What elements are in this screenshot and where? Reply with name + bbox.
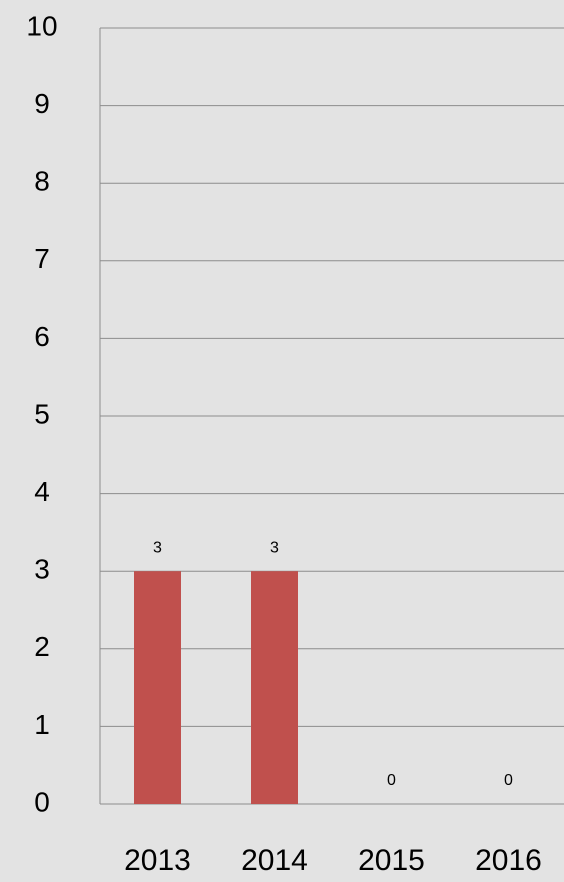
y-tick-label: 5 [34, 398, 50, 429]
x-tick-label: 2015 [358, 844, 425, 877]
bar [251, 571, 298, 804]
x-tick-label: 2013 [124, 844, 191, 877]
y-tick-label: 1 [34, 709, 50, 740]
y-tick-label: 6 [34, 321, 50, 352]
data-label: 3 [153, 539, 162, 556]
data-label: 3 [270, 539, 279, 556]
bar [134, 571, 181, 804]
y-tick-label: 0 [34, 786, 50, 817]
data-label: 0 [387, 772, 396, 789]
x-tick-label: 2016 [475, 844, 542, 877]
data-label: 0 [504, 772, 513, 789]
y-tick-label: 8 [34, 166, 50, 197]
x-tick-label: 2014 [241, 844, 308, 877]
y-tick-label: 2 [34, 631, 50, 662]
y-tick-label: 9 [34, 88, 50, 119]
y-tick-label: 10 [26, 10, 57, 41]
y-tick-label: 7 [34, 243, 50, 274]
y-tick-label: 3 [34, 554, 50, 585]
y-tick-label: 4 [34, 476, 50, 507]
